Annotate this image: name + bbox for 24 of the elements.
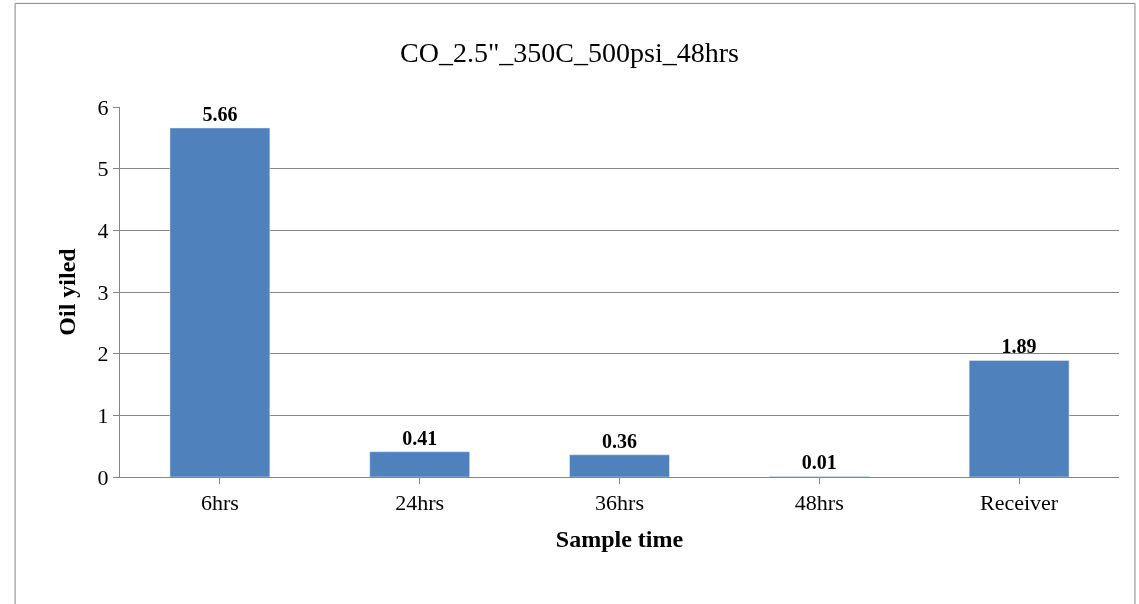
x-tick-label: 6hrs	[200, 490, 239, 516]
y-tick-label: 0	[97, 464, 109, 490]
x-tick-label: Receiver	[980, 490, 1059, 516]
y-tick-label: 6	[97, 94, 109, 120]
bar	[369, 451, 470, 477]
y-tick-label: 5	[97, 156, 109, 182]
bar	[968, 360, 1070, 477]
chart-title: CO_2.5"_350C_500psi_48hrs	[400, 36, 739, 68]
y-axis-title: Oil yiled	[53, 247, 80, 336]
bar	[569, 454, 670, 477]
data-label: 1.89	[1001, 335, 1037, 358]
data-label: 0.41	[402, 426, 438, 449]
x-axis-title: Sample time	[555, 525, 684, 552]
x-tick-label: 36hrs	[595, 490, 644, 516]
data-label: 0.01	[801, 451, 837, 474]
data-label: 5.66	[202, 102, 238, 125]
x-tick-label: 48hrs	[794, 490, 844, 516]
data-label: 0.36	[602, 429, 637, 452]
x-tick-label: 24hrs	[395, 490, 445, 516]
y-tick-label: 2	[97, 341, 109, 367]
y-tick-label: 3	[97, 279, 109, 305]
bar	[169, 127, 271, 477]
y-tick-label: 1	[97, 403, 109, 429]
y-tick-label: 4	[97, 218, 109, 244]
